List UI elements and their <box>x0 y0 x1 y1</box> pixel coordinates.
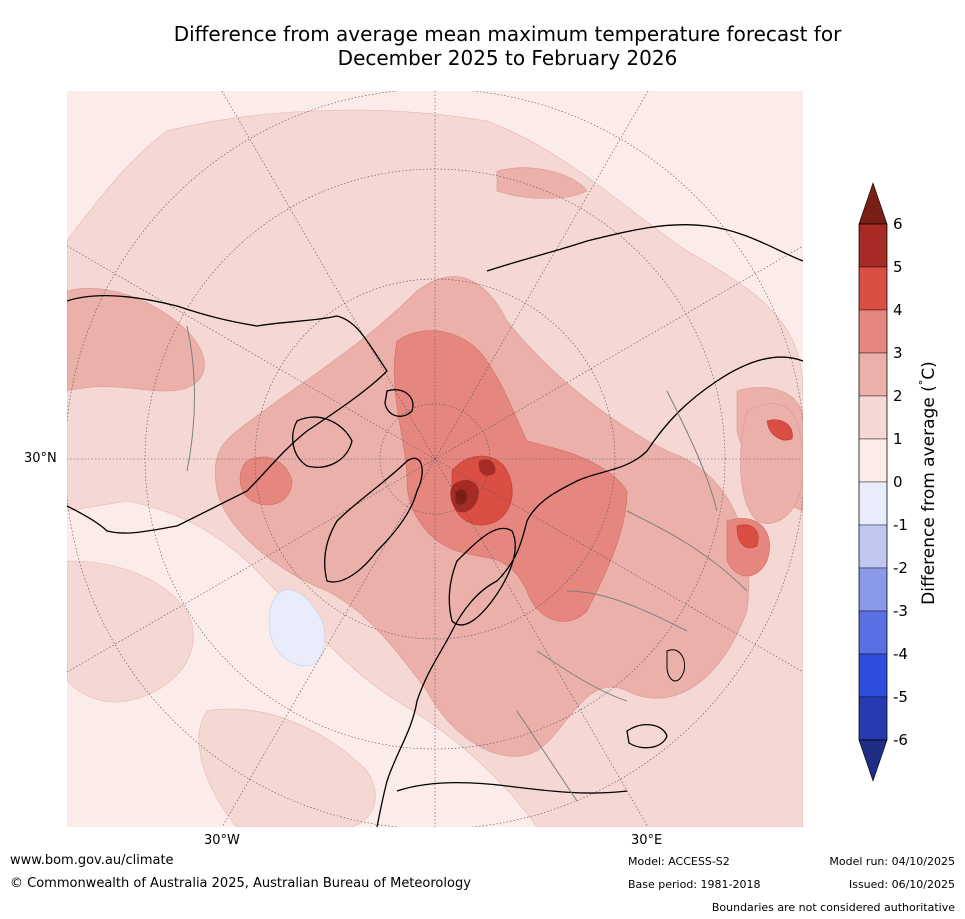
coastlines <box>67 224 803 827</box>
coastline-eurasia <box>376 224 803 827</box>
anomaly-3-4-regions <box>239 330 770 622</box>
colorbar-tick-label: -2 <box>893 559 908 577</box>
footer-model: Model: ACCESS-S2 <box>628 855 730 868</box>
colorbar-segment <box>858 223 888 268</box>
lon-label-30w: 30°W <box>204 833 240 848</box>
colorbar-segment <box>858 696 888 741</box>
colorbar-segment <box>858 266 888 311</box>
colorbar-tick-label: 1 <box>893 430 903 448</box>
footer-website[interactable]: www.bom.gov.au/climate <box>10 853 174 868</box>
colorbar-segment <box>858 567 888 612</box>
lon-label-30e: 30°E <box>631 833 663 848</box>
lat-label-30n: 30°N <box>24 451 57 466</box>
colorbar-tick-label: -4 <box>893 645 908 663</box>
title-line-2: December 2025 to February 2026 <box>337 46 678 70</box>
footer-base-period: Base period: 1981-2018 <box>628 878 761 891</box>
coastline-greenland <box>324 457 423 583</box>
colorbar-segment <box>858 524 888 569</box>
colorbar-segment <box>858 352 888 397</box>
footer-disclaimer: Boundaries are not considered authoritat… <box>711 901 955 914</box>
colorbar-tick-label: -6 <box>893 731 908 749</box>
coastline-mediterranean <box>396 724 668 794</box>
colorbar-tick-label: 5 <box>893 258 903 276</box>
colorbar-tick-label: -5 <box>893 688 908 706</box>
colorbar-segment <box>858 610 888 655</box>
colorbar-tick-label: -1 <box>893 516 908 534</box>
colorbar-label: Difference from average (°C) <box>917 361 939 605</box>
title-line-1: Difference from average mean maximum tem… <box>173 22 842 46</box>
colorbar-tick-label: -3 <box>893 602 908 620</box>
colorbar-tick-label: 4 <box>893 301 903 319</box>
colorbar-tick-label: 0 <box>893 473 903 491</box>
colorbar-segment <box>858 309 888 354</box>
colorbar-segment <box>858 653 888 698</box>
colorbar-under-arrow <box>858 739 888 782</box>
footer-issued: Issued: 06/10/2025 <box>848 878 955 891</box>
colorbar-segment <box>858 395 888 440</box>
footer-copyright: © Commonwealth of Australia 2025, Austra… <box>10 876 471 891</box>
country-borders <box>186 325 748 802</box>
caspian-sea <box>666 649 686 682</box>
colorbar-segment <box>858 438 888 483</box>
colorbar-outline <box>858 223 888 741</box>
colorbar-tick-label: 3 <box>893 344 903 362</box>
colorbar-tick-label: 6 <box>893 215 903 233</box>
colorbar <box>858 182 888 782</box>
colorbar-segment <box>858 481 888 526</box>
footer-model-run: Model run: 04/10/2025 <box>829 855 955 868</box>
coastline-arctic-islands <box>292 389 414 468</box>
coastline-scandinavia <box>448 527 516 626</box>
map-title: Difference from average mean maximum tem… <box>60 22 955 70</box>
anomaly-above-6-regions <box>455 489 467 505</box>
coastline-north-america <box>67 294 388 534</box>
colorbar-over-arrow <box>858 182 888 225</box>
colorbar-tick-label: 2 <box>893 387 903 405</box>
temperature-map <box>67 91 803 827</box>
anomaly-negative-region <box>268 589 326 667</box>
